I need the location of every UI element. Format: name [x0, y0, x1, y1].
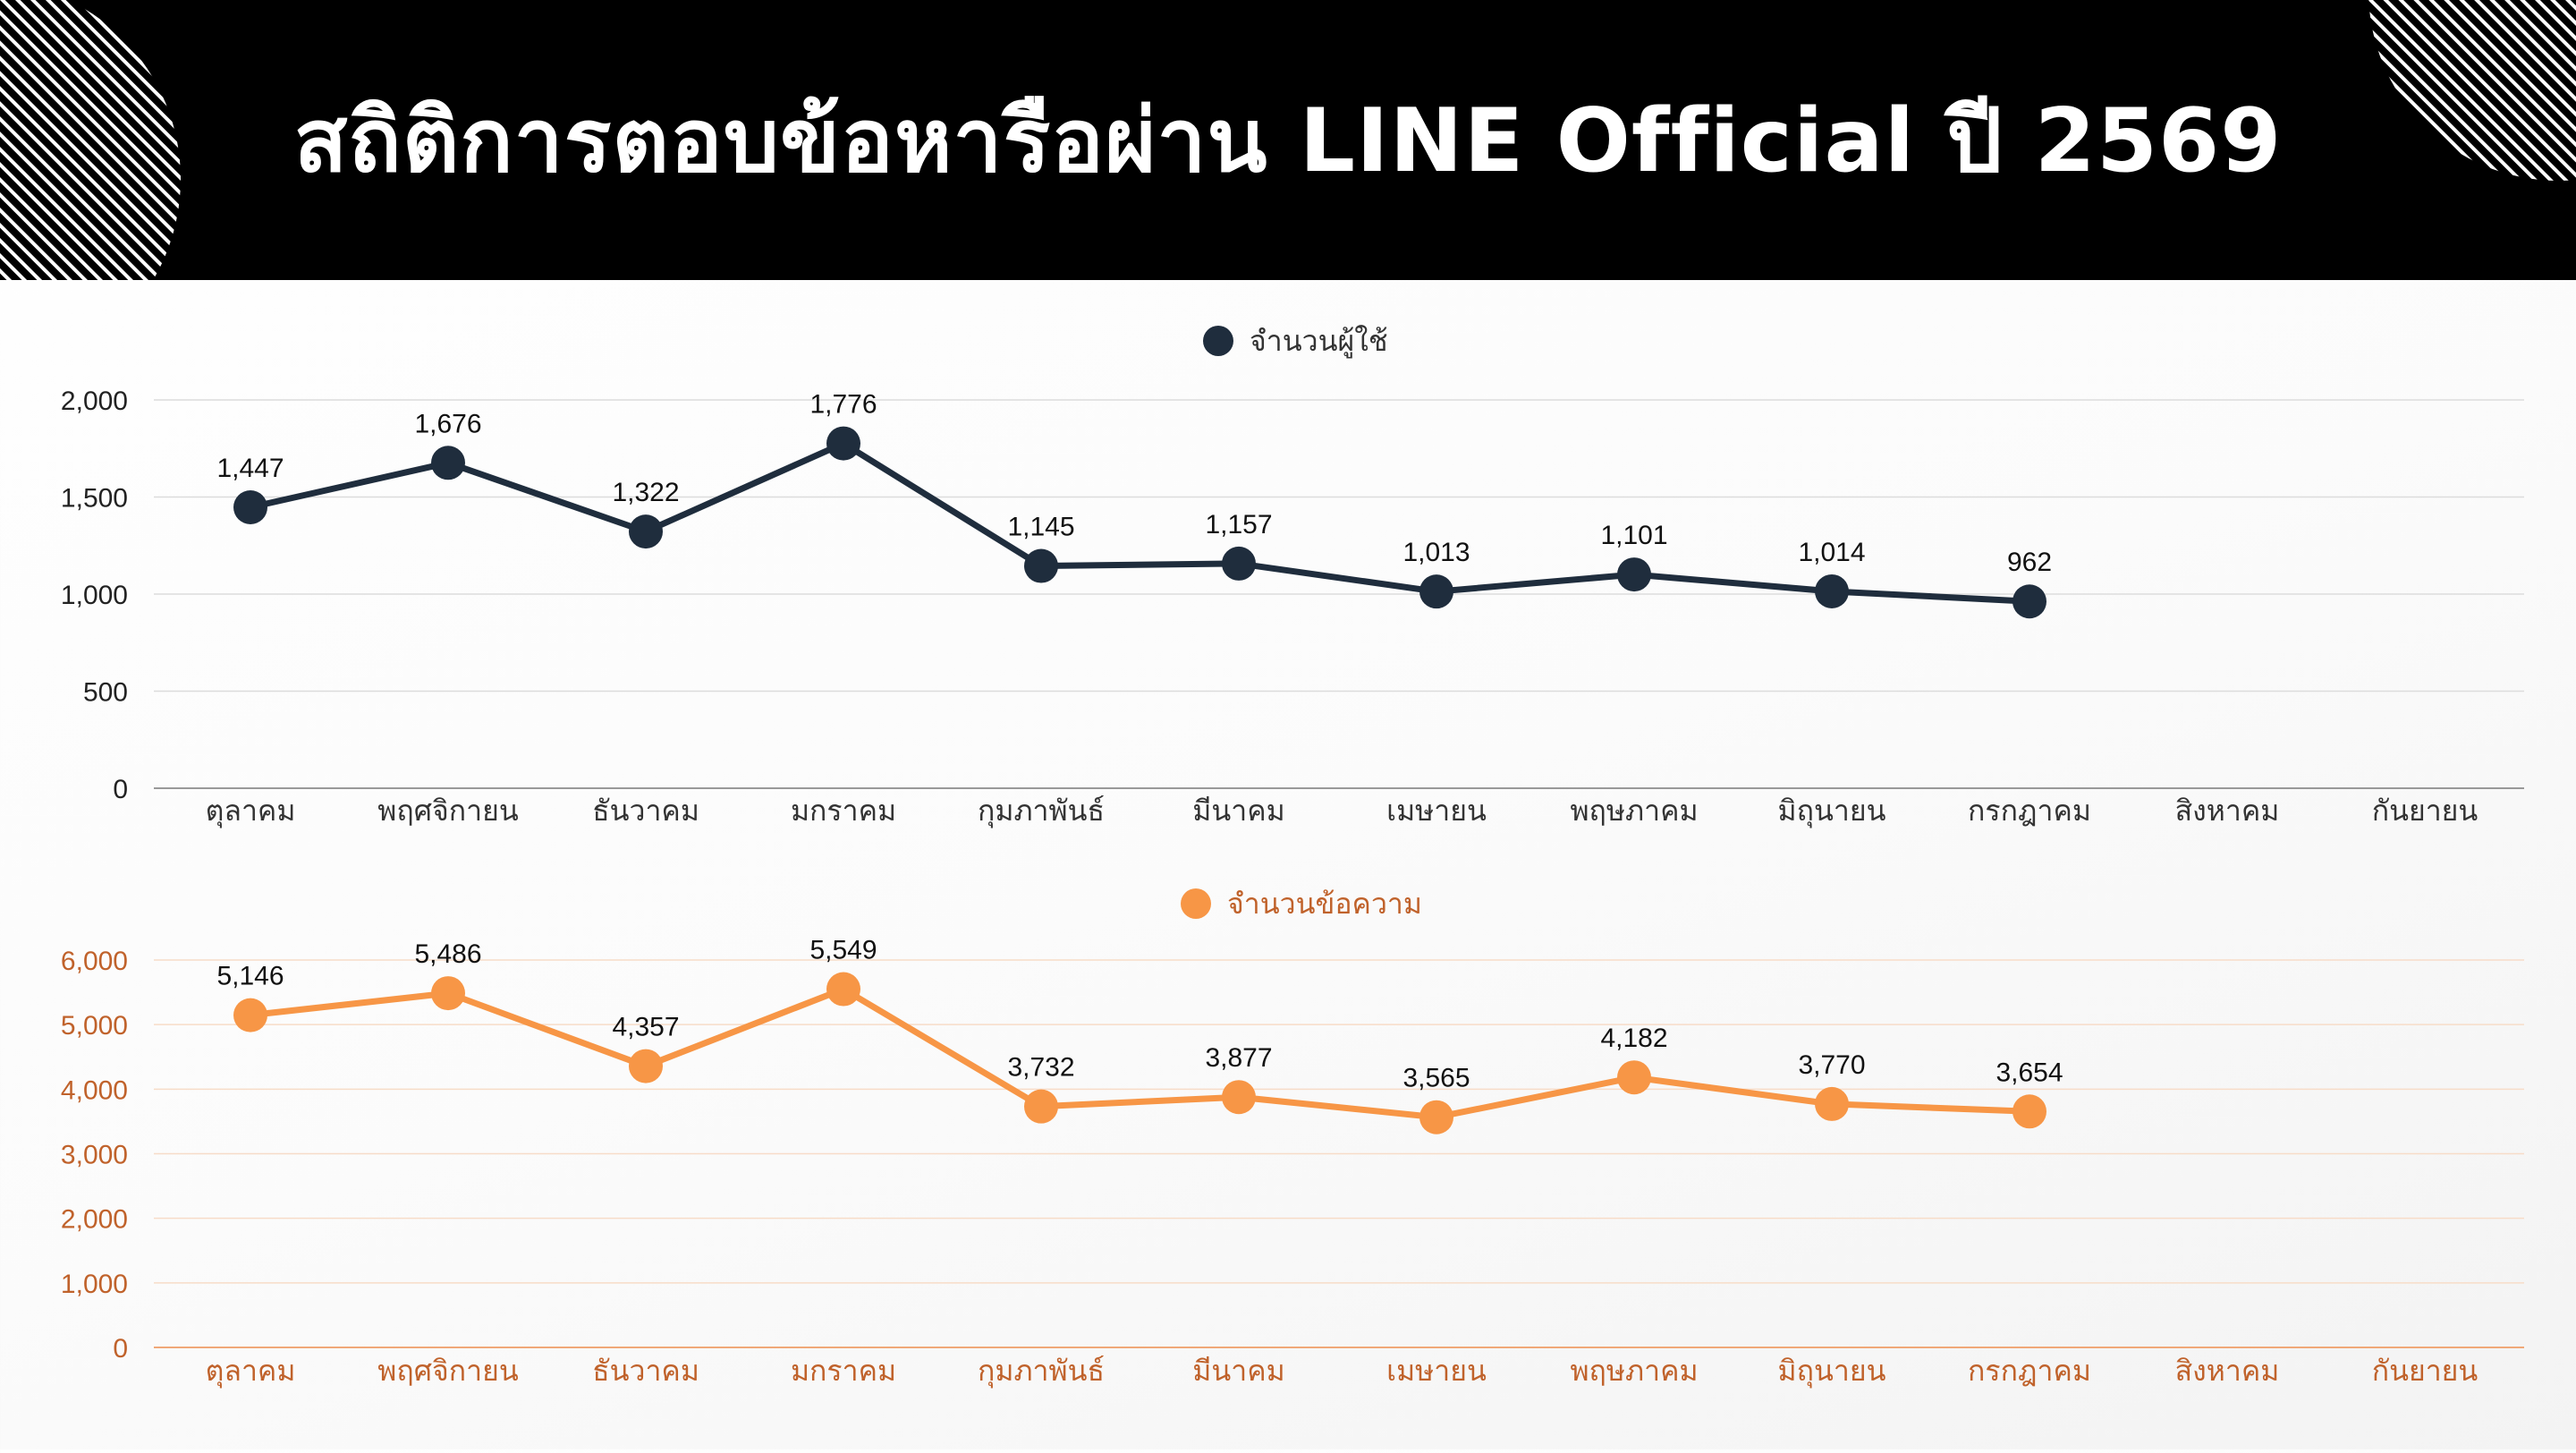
- users-xtick-label: พฤษภาคม: [1570, 794, 1698, 827]
- users-data-label: 1,145: [1007, 513, 1074, 542]
- users-xtick-label: มีนาคม: [1192, 794, 1284, 827]
- messages-data-label: 5,486: [414, 939, 481, 969]
- users-legend-marker: [1203, 326, 1233, 356]
- users-xtick-label: เมษายน: [1386, 794, 1487, 827]
- messages-ytick-label: 6,000: [61, 947, 128, 976]
- messages-data-point: [233, 998, 267, 1032]
- users-ytick-label: 2,000: [61, 387, 128, 416]
- page-title: สถิติการตอบข้อหารือผ่าน LINE Official ปี…: [293, 89, 2283, 192]
- users-data-point: [431, 446, 465, 480]
- messages-xtick-label: ตุลาคม: [206, 1355, 296, 1389]
- messages-xtick-label: กันยายน: [2372, 1355, 2479, 1387]
- messages-xtick-label: พฤษภาคม: [1570, 1355, 1698, 1387]
- messages-data-point: [1617, 1060, 1651, 1095]
- messages-xtick-label: มิถุนายน: [1778, 1355, 1886, 1389]
- users-ytick-label: 500: [83, 678, 128, 708]
- users-data-label: 1,101: [1600, 521, 1667, 550]
- messages-data-label: 3,732: [1007, 1053, 1074, 1083]
- messages-legend-marker: [1181, 888, 1211, 919]
- messages-xtick-label: มีนาคม: [1192, 1355, 1284, 1387]
- messages-data-point: [1419, 1100, 1453, 1134]
- users-series-line: [250, 440, 2030, 605]
- messages-xtick-label: เมษายน: [1386, 1355, 1487, 1387]
- users-data-label: 1,322: [612, 478, 679, 507]
- messages-data-label: 3,565: [1402, 1064, 1470, 1093]
- users-xtick-label: ธันวาคม: [592, 794, 699, 827]
- messages-data-label: 3,877: [1205, 1043, 1272, 1073]
- messages-data-point: [1222, 1080, 1256, 1115]
- users-data-label: 1,157: [1205, 510, 1272, 540]
- messages-series-line: [250, 986, 2030, 1121]
- messages-xtick-label: ธันวาคม: [592, 1355, 699, 1387]
- messages-data-point: [431, 976, 465, 1011]
- users-ytick-label: 1,500: [61, 484, 128, 514]
- users-data-point: [2012, 584, 2046, 619]
- users-data-point: [1222, 546, 1256, 581]
- users-data-label: 962: [2007, 548, 2052, 577]
- users-xtick-label: กุมภาพันธ์: [978, 794, 1105, 828]
- messages-data-label: 4,357: [612, 1013, 679, 1042]
- messages-data-label: 5,549: [809, 936, 877, 965]
- users-xtick-label: พฤศจิกายน: [377, 794, 519, 827]
- users-xtick-label: ตุลาคม: [206, 794, 296, 828]
- users-ytick-label: 1,000: [61, 581, 128, 610]
- messages-legend-label: จำนวนข้อความ: [1227, 888, 1422, 920]
- messages-ytick-label: 1,000: [61, 1270, 128, 1299]
- users-data-point: [1617, 557, 1651, 592]
- users-data-label: 1,014: [1798, 538, 1865, 567]
- messages-data-label: 3,654: [1996, 1058, 2063, 1087]
- messages-xtick-label: กรกฎาคม: [1968, 1355, 2091, 1387]
- messages-data-label: 5,146: [216, 962, 284, 991]
- messages-data-point: [826, 972, 860, 1007]
- users-data-point: [826, 426, 860, 461]
- messages-ytick-label: 0: [113, 1334, 128, 1364]
- users-xtick-label: สิงหาคม: [2175, 794, 2280, 827]
- users-data-point: [1419, 574, 1453, 609]
- messages-data-label: 3,770: [1798, 1050, 1865, 1080]
- messages-data-point: [1024, 1089, 1058, 1124]
- messages-data-label: 4,182: [1600, 1024, 1667, 1053]
- users-data-label: 1,776: [809, 390, 877, 420]
- messages-xtick-label: สิงหาคม: [2175, 1355, 2280, 1387]
- users-ytick-label: 0: [113, 775, 128, 804]
- decorative-stripes: [0, 0, 2576, 280]
- users-data-label: 1,447: [216, 454, 284, 483]
- messages-xtick-label: กุมภาพันธ์: [978, 1355, 1105, 1389]
- users-xtick-label: มิถุนายน: [1778, 794, 1886, 828]
- messages-data-point: [2012, 1094, 2046, 1129]
- messages-ytick-label: 2,000: [61, 1205, 128, 1235]
- messages-xtick-label: พฤศจิกายน: [377, 1355, 519, 1387]
- messages-ytick-label: 3,000: [61, 1141, 128, 1170]
- messages-xtick-label: มกราคม: [791, 1355, 896, 1387]
- messages-ytick-label: 5,000: [61, 1011, 128, 1041]
- users-legend-label: จำนวนผู้ใช้: [1250, 325, 1388, 359]
- users-data-label: 1,013: [1402, 538, 1470, 567]
- messages-data-point: [1815, 1086, 1849, 1121]
- users-data-point: [1815, 574, 1849, 608]
- users-data-point: [233, 490, 267, 525]
- stripe-circle-left: [0, 0, 181, 280]
- messages-ytick-label: 4,000: [61, 1075, 128, 1105]
- messages-data-point: [629, 1049, 663, 1083]
- stripe-circle-right: [2368, 0, 2576, 181]
- users-xtick-label: กรกฎาคม: [1968, 794, 2091, 827]
- users-xtick-label: มกราคม: [791, 794, 896, 827]
- users-data-label: 1,676: [414, 409, 481, 438]
- charts-area: 0 500 1,000 1,500 2,000 ตุลาคม พฤศจิกายน ธันวาค…: [0, 280, 2576, 1449]
- users-xtick-label: กันยายน: [2372, 794, 2479, 827]
- title-banner: สถิติการตอบข้อหารือผ่าน LINE Official ปี…: [0, 0, 2576, 280]
- users-data-point: [629, 514, 663, 549]
- users-data-point: [1024, 548, 1058, 583]
